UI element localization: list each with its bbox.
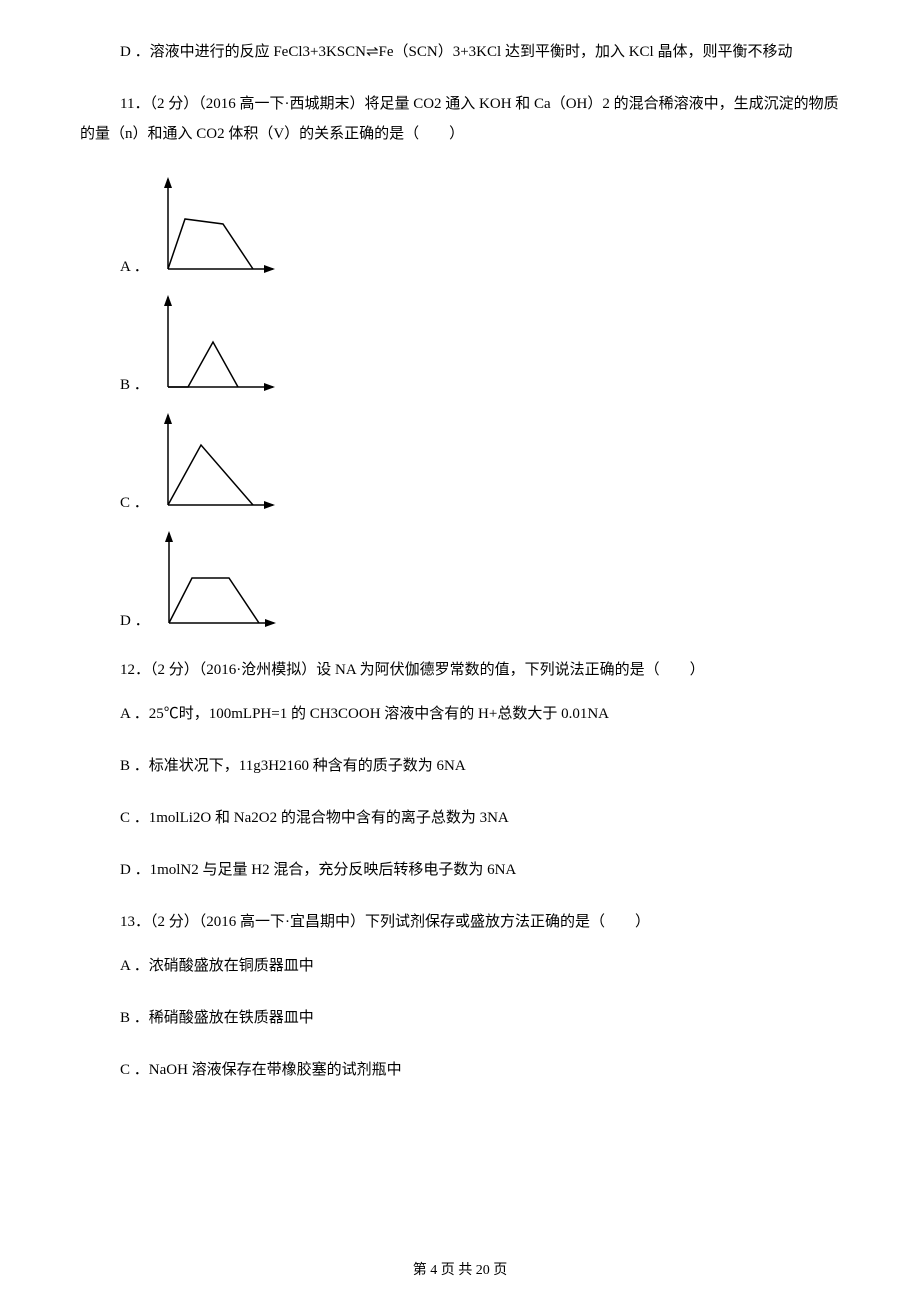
q11-graph-a — [153, 174, 283, 284]
q11-option-b-label: B ． — [120, 373, 149, 402]
q10-option-d: D ．溶液中进行的反应 FeCl3+3KSCN⇌Fe（SCN）3+3KCl 达到… — [80, 40, 840, 64]
q11-option-a-label: A ． — [120, 255, 149, 284]
q12-stem: 12．（2 分）（2016·沧州模拟）设 NA 为阿伏伽德罗常数的值，下列说法正… — [80, 658, 840, 682]
q11-stem-line1: 11．（2 分）（2016 高一下·西城期末）将足量 CO2 通入 KOH 和 … — [80, 92, 840, 116]
q12-option-d: D ．1molN2 与足量 H2 混合，充分反映后转移电子数为 6NA — [80, 858, 840, 882]
q13-stem: 13．（2 分）（2016 高一下·宜昌期中）下列试剂保存或盛放方法正确的是（ … — [80, 910, 840, 934]
q11-graph-d — [154, 528, 284, 638]
q12-option-c: C ．1molLi2O 和 Na2O2 的混合物中含有的离子总数为 3NA — [80, 806, 840, 830]
q11-option-d: D ． — [80, 528, 840, 638]
q12-option-a: A ．25℃时，100mLPH=1 的 CH3COOH 溶液中含有的 H+总数大… — [80, 702, 840, 726]
page-footer: 第 4 页 共 20 页 — [0, 1260, 920, 1282]
q11-graph-c — [153, 410, 283, 520]
q13-option-b: B ．稀硝酸盛放在铁质器皿中 — [80, 1006, 840, 1030]
q12-option-b: B ．标准状况下，11g3H2160 种含有的质子数为 6NA — [80, 754, 840, 778]
q11-option-a: A ． — [80, 174, 840, 284]
q11-option-d-label: D ． — [120, 609, 150, 638]
q11-option-b: B ． — [80, 292, 840, 402]
q11-option-c-label: C ． — [120, 491, 149, 520]
q11-graph-b — [153, 292, 283, 402]
q11-stem-line2: 的量（n）和通入 CO2 体积（V）的关系正确的是（ ） — [80, 122, 840, 146]
q13-option-c: C ．NaOH 溶液保存在带橡胶塞的试剂瓶中 — [80, 1058, 840, 1082]
q11-option-c: C ． — [80, 410, 840, 520]
q13-option-a: A ．浓硝酸盛放在铜质器皿中 — [80, 954, 840, 978]
